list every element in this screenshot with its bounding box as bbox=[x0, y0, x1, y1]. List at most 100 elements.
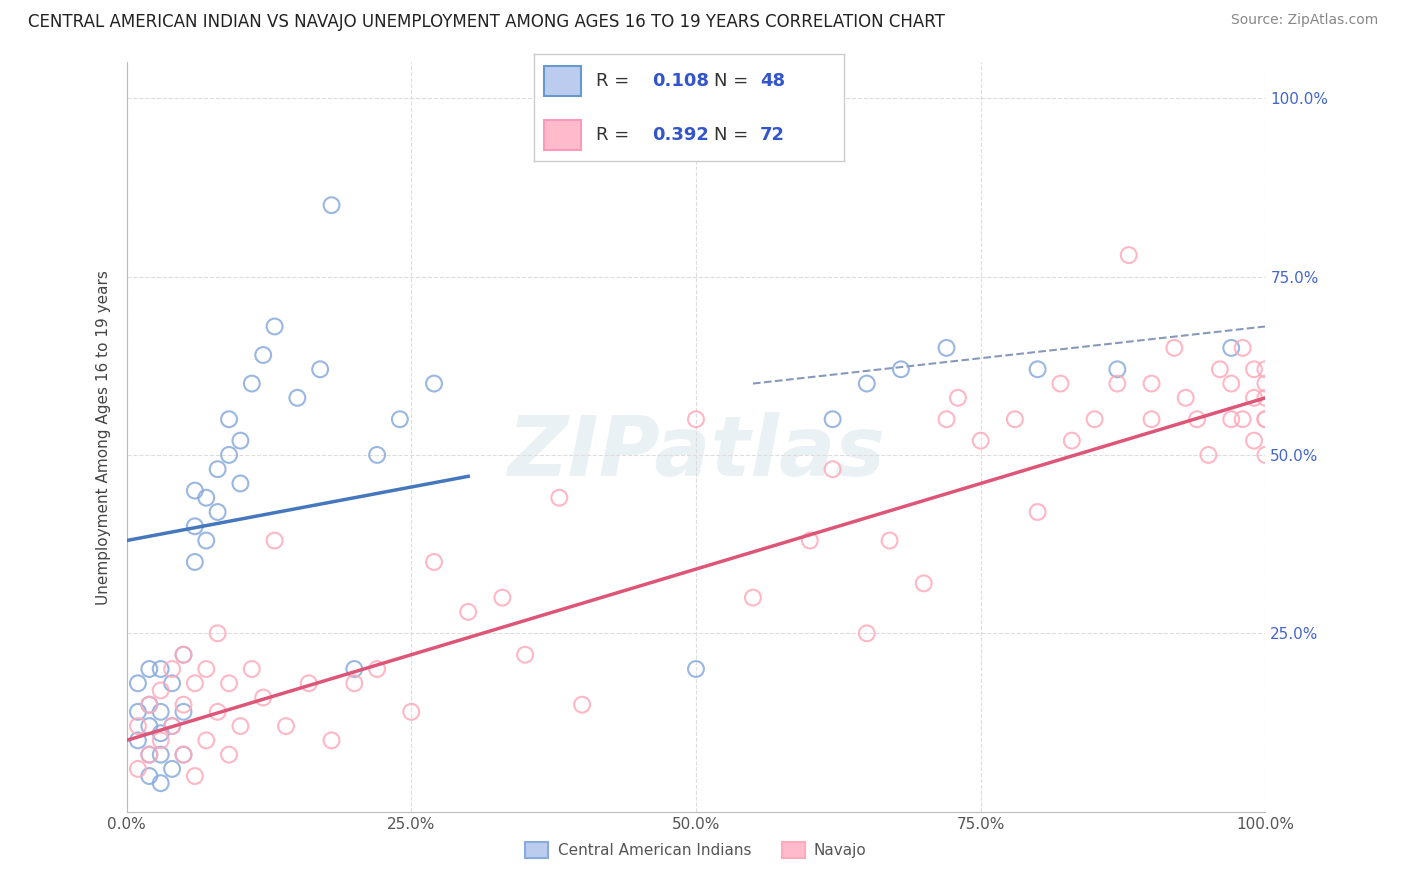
Point bbox=[855, 626, 877, 640]
Point bbox=[184, 519, 207, 533]
Point bbox=[207, 626, 229, 640]
Point bbox=[138, 698, 160, 712]
Point bbox=[160, 662, 183, 676]
Point bbox=[252, 348, 274, 362]
Point bbox=[195, 533, 218, 548]
Text: R =: R = bbox=[596, 72, 636, 90]
Point bbox=[1198, 448, 1220, 462]
Point bbox=[821, 412, 844, 426]
Text: N =: N = bbox=[714, 72, 754, 90]
Point bbox=[195, 733, 218, 747]
Point bbox=[1254, 391, 1277, 405]
Point bbox=[160, 719, 183, 733]
Point bbox=[890, 362, 912, 376]
Point bbox=[1254, 362, 1277, 376]
Point bbox=[685, 662, 707, 676]
Point bbox=[388, 412, 411, 426]
Point bbox=[821, 462, 844, 476]
Point bbox=[218, 747, 240, 762]
Point bbox=[1004, 412, 1026, 426]
Point bbox=[1174, 391, 1197, 405]
Point bbox=[548, 491, 571, 505]
Point bbox=[287, 391, 309, 405]
Point bbox=[184, 676, 207, 690]
Point bbox=[172, 705, 194, 719]
Text: 48: 48 bbox=[761, 72, 785, 90]
Point bbox=[309, 362, 332, 376]
Point bbox=[1232, 341, 1254, 355]
Point bbox=[1118, 248, 1140, 262]
Point bbox=[274, 719, 297, 733]
Point bbox=[366, 448, 388, 462]
Point bbox=[1254, 412, 1277, 426]
Point bbox=[742, 591, 765, 605]
Point bbox=[184, 769, 207, 783]
Point bbox=[172, 648, 194, 662]
Y-axis label: Unemployment Among Ages 16 to 19 years: Unemployment Among Ages 16 to 19 years bbox=[96, 269, 111, 605]
Point bbox=[149, 726, 172, 740]
Point bbox=[127, 762, 149, 776]
Point bbox=[401, 705, 423, 719]
Point bbox=[149, 662, 172, 676]
Point bbox=[298, 676, 321, 690]
Text: 0.108: 0.108 bbox=[652, 72, 709, 90]
Text: 72: 72 bbox=[761, 126, 785, 144]
Point bbox=[1140, 412, 1163, 426]
Point bbox=[263, 319, 285, 334]
Point bbox=[1049, 376, 1071, 391]
Point bbox=[1209, 362, 1232, 376]
Point bbox=[127, 705, 149, 719]
Point bbox=[1243, 434, 1265, 448]
Point bbox=[1107, 362, 1129, 376]
Point bbox=[423, 555, 446, 569]
Point bbox=[1026, 362, 1049, 376]
Point bbox=[1163, 341, 1185, 355]
Point bbox=[1220, 376, 1243, 391]
Point bbox=[366, 662, 388, 676]
Text: ZIPatlas: ZIPatlas bbox=[508, 411, 884, 492]
Point bbox=[149, 705, 172, 719]
Point bbox=[912, 576, 935, 591]
Point bbox=[343, 676, 366, 690]
Point bbox=[1254, 412, 1277, 426]
Point bbox=[685, 412, 707, 426]
Point bbox=[571, 698, 593, 712]
Point bbox=[149, 776, 172, 790]
Point bbox=[138, 698, 160, 712]
Text: Source: ZipAtlas.com: Source: ZipAtlas.com bbox=[1230, 13, 1378, 28]
Point bbox=[1084, 412, 1107, 426]
Point bbox=[946, 391, 969, 405]
Legend: Central American Indians, Navajo: Central American Indians, Navajo bbox=[519, 836, 873, 864]
Point bbox=[229, 476, 252, 491]
Point bbox=[1060, 434, 1083, 448]
Point bbox=[423, 376, 446, 391]
Point bbox=[218, 412, 240, 426]
Point bbox=[160, 719, 183, 733]
Point bbox=[491, 591, 513, 605]
Point bbox=[149, 683, 172, 698]
Point bbox=[138, 769, 160, 783]
Point bbox=[321, 733, 343, 747]
Point bbox=[240, 376, 263, 391]
Point bbox=[252, 690, 274, 705]
Point bbox=[207, 505, 229, 519]
Point bbox=[160, 762, 183, 776]
Point bbox=[229, 434, 252, 448]
Point bbox=[172, 648, 194, 662]
Text: R =: R = bbox=[596, 126, 636, 144]
Point bbox=[515, 648, 537, 662]
Point bbox=[172, 747, 194, 762]
Point bbox=[160, 676, 183, 690]
Point bbox=[195, 662, 218, 676]
Point bbox=[195, 491, 218, 505]
Point bbox=[149, 733, 172, 747]
Point bbox=[321, 198, 343, 212]
Point bbox=[240, 662, 263, 676]
Point bbox=[149, 747, 172, 762]
Point bbox=[799, 533, 821, 548]
Point bbox=[879, 533, 901, 548]
Text: N =: N = bbox=[714, 126, 754, 144]
Point bbox=[263, 533, 285, 548]
Point bbox=[1254, 448, 1277, 462]
Point bbox=[172, 698, 194, 712]
